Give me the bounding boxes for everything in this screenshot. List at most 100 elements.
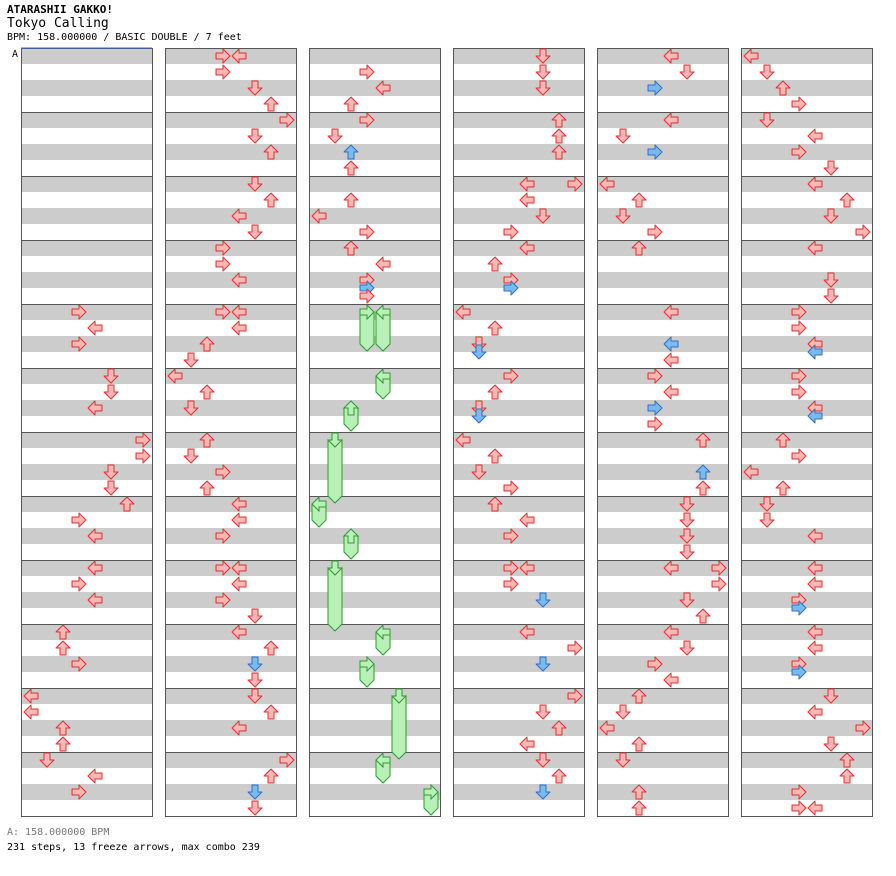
step-arrow-up <box>631 240 647 256</box>
step-arrow-left <box>519 624 535 640</box>
step-arrow-left <box>807 624 823 640</box>
beat-stripe <box>165 752 296 768</box>
step-arrow-right <box>279 112 295 128</box>
chart-summary: 231 steps, 13 freeze arrows, max combo 2… <box>7 842 260 853</box>
step-arrow-up <box>775 480 791 496</box>
beat-stripe <box>309 688 440 704</box>
freeze-body <box>391 695 407 760</box>
step-arrow-left <box>519 736 535 752</box>
beat-stripe <box>309 144 440 160</box>
beat-stripe <box>741 272 872 288</box>
step-arrow-right <box>791 304 807 320</box>
chart-info: BPM: 158.000000 / BASIC DOUBLE / 7 feet <box>7 32 242 43</box>
step-arrow-right <box>215 304 231 320</box>
bpm-marker-label: A <box>12 49 18 60</box>
chart-header: ATARASHII GAKKO! Tokyo Calling BPM: 158.… <box>7 3 242 44</box>
step-arrow-left <box>807 640 823 656</box>
step-arrow-right <box>215 240 231 256</box>
step-arrow-down <box>759 112 775 128</box>
step-arrow-right <box>711 560 727 576</box>
step-arrow-up <box>343 240 359 256</box>
beat-stripe <box>309 528 440 544</box>
step-arrow-down <box>247 224 263 240</box>
freeze-head <box>326 560 344 576</box>
step-arrow-down <box>247 688 263 704</box>
beat-stripe <box>309 368 440 384</box>
freeze-head <box>390 688 408 704</box>
freeze-head <box>342 400 360 416</box>
step-arrow-left <box>599 720 615 736</box>
beat-stripe <box>597 496 728 512</box>
step-arrow-left <box>663 624 679 640</box>
beat-stripe <box>453 592 584 608</box>
step-arrow-left <box>231 496 247 512</box>
step-arrow-right <box>215 592 231 608</box>
step-arrow-up <box>631 736 647 752</box>
beat-stripe <box>741 688 872 704</box>
step-arrow-right <box>647 224 663 240</box>
beat-stripe <box>21 80 152 96</box>
freeze-arrow <box>375 303 391 352</box>
step-arrow-up <box>199 336 215 352</box>
beat-stripe <box>21 528 152 544</box>
freeze-arrow <box>359 303 375 352</box>
step-arrow-left <box>807 576 823 592</box>
step-arrow-up <box>487 496 503 512</box>
beat-stripe <box>597 208 728 224</box>
step-arrow-down <box>679 496 695 512</box>
step-arrow-right <box>71 304 87 320</box>
freeze-head <box>342 528 360 544</box>
freeze-head <box>359 303 375 321</box>
step-arrow-down <box>679 512 695 528</box>
step-arrow-left <box>23 688 39 704</box>
beat-stripe <box>741 208 872 224</box>
step-arrow-left <box>231 208 247 224</box>
step-arrow-left <box>231 320 247 336</box>
beat-stripe <box>741 560 872 576</box>
step-arrow-down <box>535 592 551 608</box>
beat-stripe <box>453 336 584 352</box>
freeze-arrow <box>375 751 391 784</box>
step-arrow-up <box>839 192 855 208</box>
beat-stripe <box>597 720 728 736</box>
step-arrow-right <box>215 48 231 64</box>
step-arrow-left <box>167 368 183 384</box>
step-arrow-left <box>231 720 247 736</box>
step-arrow-left <box>87 400 103 416</box>
beat-stripe <box>165 496 296 512</box>
step-arrow-left <box>599 176 615 192</box>
beat-stripe <box>309 48 440 64</box>
step-arrow-left <box>231 624 247 640</box>
step-arrow-right <box>503 480 519 496</box>
beat-stripe <box>453 720 584 736</box>
step-arrow-right <box>791 448 807 464</box>
beat-stripe <box>309 496 440 512</box>
chart-footer: A: 158.000000 BPM 231 steps, 13 freeze a… <box>7 825 260 855</box>
freeze-arrow <box>375 367 391 400</box>
step-arrow-left <box>455 432 471 448</box>
step-arrow-left <box>519 240 535 256</box>
step-arrow-right <box>567 640 583 656</box>
beat-stripe <box>165 112 296 128</box>
step-arrow-right <box>135 448 151 464</box>
step-arrow-up <box>551 720 567 736</box>
step-arrow-right <box>647 656 663 672</box>
step-arrow-left <box>807 528 823 544</box>
step-arrow-down <box>471 408 487 424</box>
beat-stripe <box>453 208 584 224</box>
step-arrow-right <box>647 400 663 416</box>
beat-stripe <box>741 400 872 416</box>
step-arrow-right <box>359 224 375 240</box>
beat-stripe <box>453 176 584 192</box>
freeze-arrow <box>311 495 327 528</box>
step-arrow-up <box>343 160 359 176</box>
step-arrow-down <box>759 64 775 80</box>
step-arrow-left <box>807 176 823 192</box>
freeze-head <box>423 783 439 801</box>
step-arrow-left <box>807 560 823 576</box>
step-arrow-down <box>247 784 263 800</box>
beat-stripe <box>597 752 728 768</box>
beat-stripe <box>741 112 872 128</box>
step-arrow-down <box>103 480 119 496</box>
step-arrow-up <box>55 720 71 736</box>
